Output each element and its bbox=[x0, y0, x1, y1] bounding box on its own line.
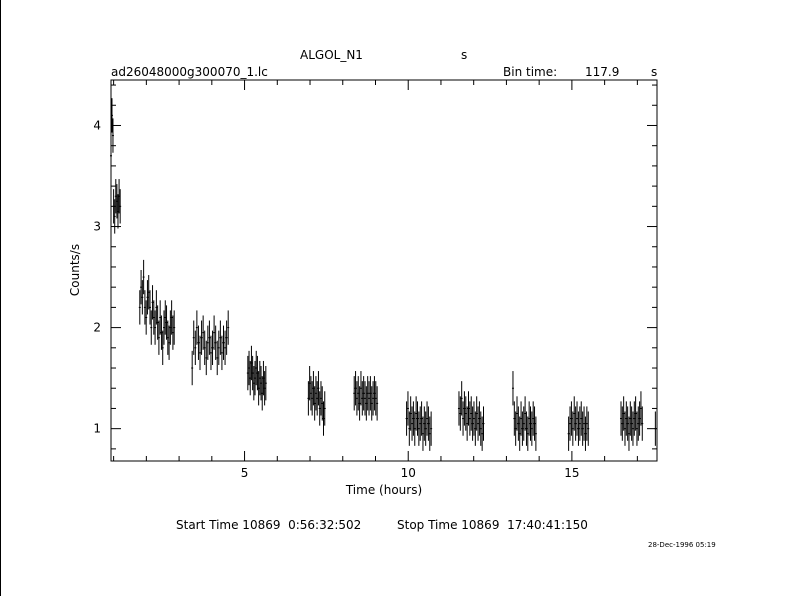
x-tick-label: 5 bbox=[241, 466, 249, 480]
plot-timestamp: 28-Dec-1996 05:19 bbox=[648, 541, 716, 549]
x-axis-label: Time (hours) bbox=[345, 483, 422, 497]
axis-ticks bbox=[111, 80, 657, 461]
y-tick-label: 3 bbox=[93, 220, 101, 234]
object-unit: s bbox=[461, 48, 468, 62]
y-tick-label: 1 bbox=[93, 422, 101, 436]
y-tick-label: 2 bbox=[93, 321, 101, 335]
data-marks bbox=[110, 98, 657, 451]
bin-time-label: Bin time: bbox=[503, 65, 558, 79]
y-tick-label: 4 bbox=[93, 118, 101, 132]
tick-labels: 5 10 15 1 2 3 4 bbox=[93, 118, 579, 480]
object-name: ALGOL_N1 bbox=[300, 48, 363, 62]
plot-frame bbox=[110, 79, 658, 462]
bin-time-value: 117.9 bbox=[585, 65, 620, 79]
x-tick-label: 10 bbox=[401, 466, 416, 480]
window-left-edge bbox=[0, 0, 1, 596]
y-axis-label: Counts/s bbox=[68, 244, 82, 296]
start-time: Start Time 10869 0:56:32:502 bbox=[176, 518, 362, 532]
x-tick-label: 15 bbox=[564, 466, 579, 480]
file-name: ad26048000g300070_1.lc bbox=[111, 65, 268, 79]
stop-time: Stop Time 10869 17:40:41:150 bbox=[397, 518, 588, 532]
bin-time-unit: s bbox=[651, 65, 658, 79]
